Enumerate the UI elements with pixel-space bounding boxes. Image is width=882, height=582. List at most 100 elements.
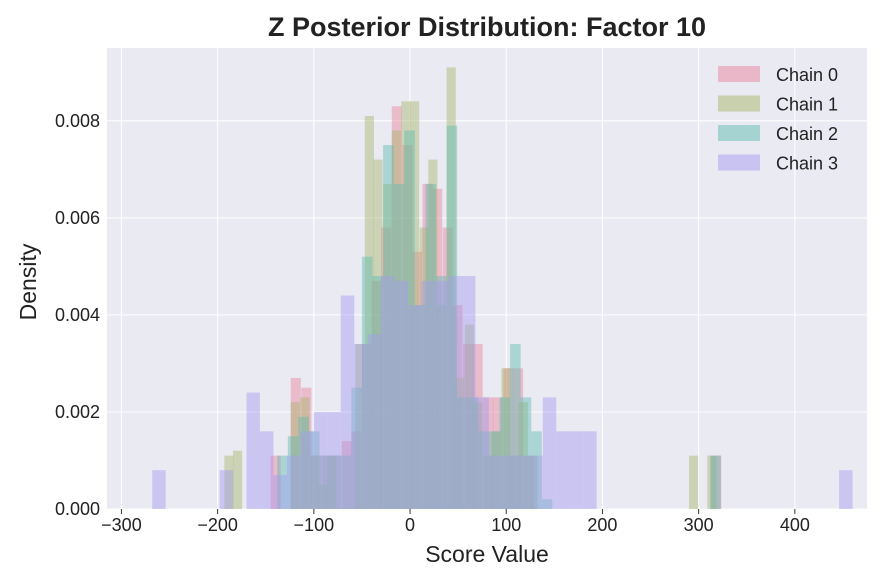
histogram-bar (259, 431, 274, 509)
histogram-bar (428, 159, 438, 509)
legend-item: Chain 3 (718, 154, 838, 174)
x-tick-label: 400 (780, 515, 810, 535)
series-3-bars (152, 276, 853, 509)
histogram-bar (290, 402, 300, 509)
histogram-bar (286, 455, 301, 509)
histogram-bar (499, 397, 511, 509)
histogram-bar (381, 276, 395, 509)
histogram-bar (528, 455, 538, 509)
histogram-bar (340, 295, 355, 509)
histogram-bar (556, 431, 570, 509)
histogram-bar (354, 344, 368, 509)
histogram-bar (327, 455, 337, 509)
chart-title: Z Posterior Distribution: Factor 10 (268, 12, 706, 42)
histogram-bar (839, 470, 853, 509)
histogram-bar (300, 397, 310, 509)
series-1-bars (224, 67, 717, 510)
histogram-bar (442, 227, 453, 509)
histogram-bar (404, 130, 415, 509)
histogram-bar (270, 455, 281, 509)
x-tick-label: −200 (197, 515, 238, 535)
series-2-bars (277, 125, 721, 510)
histogram-bar (367, 334, 382, 509)
histogram-bar (541, 499, 553, 509)
histogram-bar (340, 455, 352, 509)
histogram-bar (309, 455, 320, 509)
histogram-bar (219, 470, 234, 509)
x-tick-label: 100 (491, 515, 521, 535)
legend-item: Chain 0 (718, 65, 838, 85)
histogram-bar (419, 227, 429, 509)
histogram-bar (520, 397, 532, 509)
histogram-bar (341, 441, 352, 509)
histogram-bar (457, 397, 468, 509)
gridlines (107, 48, 867, 510)
histogram-bar (542, 397, 557, 509)
histogram-bar (381, 227, 392, 509)
histogram-bar (351, 431, 362, 509)
histogram-bar (473, 402, 483, 509)
histogram-bar (298, 416, 310, 509)
y-tick-label: 0.006 (55, 208, 100, 228)
y-tick-label: 0.002 (55, 402, 100, 422)
histogram-bar (290, 377, 301, 509)
histogram-bar (446, 67, 456, 510)
histogram-bar (512, 368, 524, 509)
histogram-bar (273, 475, 287, 509)
histogram-bar (402, 145, 413, 510)
histogram-bar (448, 276, 462, 509)
histogram-bar (478, 431, 489, 509)
histogram-bar (446, 125, 458, 510)
histogram-bar (233, 450, 243, 509)
histogram-bar (518, 402, 528, 509)
histogram-bar (475, 397, 489, 509)
x-tick-label: 200 (587, 515, 617, 535)
histogram-bar (523, 455, 534, 509)
histogram-bar (710, 455, 721, 509)
histogram-bar (707, 455, 717, 509)
histogram-bar (277, 455, 288, 509)
histogram-bar (488, 431, 500, 509)
histogram-bar (309, 431, 320, 509)
histogram-bar (224, 455, 234, 509)
histogram-bar (483, 397, 494, 509)
legend-swatch (718, 125, 760, 141)
histogram-bar (425, 183, 437, 509)
histogram-bar (313, 411, 328, 509)
histogram-bar (361, 344, 373, 509)
histogram-bar (569, 431, 584, 509)
histogram-bar (435, 280, 449, 509)
legend-item: Chain 1 (718, 95, 838, 115)
x-tick-label: −100 (294, 515, 335, 535)
histogram-bars (152, 67, 853, 510)
histogram-bar (461, 276, 476, 509)
histogram-bar (711, 455, 722, 509)
histogram-bar (432, 188, 443, 509)
histogram-bar (452, 305, 463, 509)
histogram-bar (531, 431, 542, 509)
histogram-bar (492, 397, 503, 509)
histogram-bar (327, 411, 341, 509)
legend-item: Chain 2 (718, 124, 838, 144)
histogram-bar (391, 130, 401, 509)
y-axis-ticks: 0.000 0.002 0.004 0.006 0.008 (55, 111, 100, 519)
legend-label: Chain 1 (776, 95, 838, 115)
legend: Chain 0 Chain 1 Chain 2 Chain 3 (718, 65, 838, 174)
legend-label: Chain 0 (776, 65, 838, 85)
histogram-bar (391, 106, 402, 510)
histogram-bar (501, 368, 511, 509)
histogram-bar (510, 455, 520, 509)
histogram-bar (472, 344, 483, 509)
x-tick-label: 300 (684, 515, 714, 535)
legend-swatch (718, 95, 760, 112)
histogram-bar (401, 101, 411, 510)
histogram-bar (510, 344, 521, 509)
histogram-bar (422, 183, 433, 509)
histogram-bar (287, 436, 299, 509)
histogram-bar (483, 455, 493, 509)
histogram-bar (393, 183, 405, 509)
series-0-bars (270, 106, 722, 510)
histogram-bar (488, 455, 503, 509)
histogram-bar (410, 101, 420, 510)
histogram-bar (689, 455, 699, 509)
